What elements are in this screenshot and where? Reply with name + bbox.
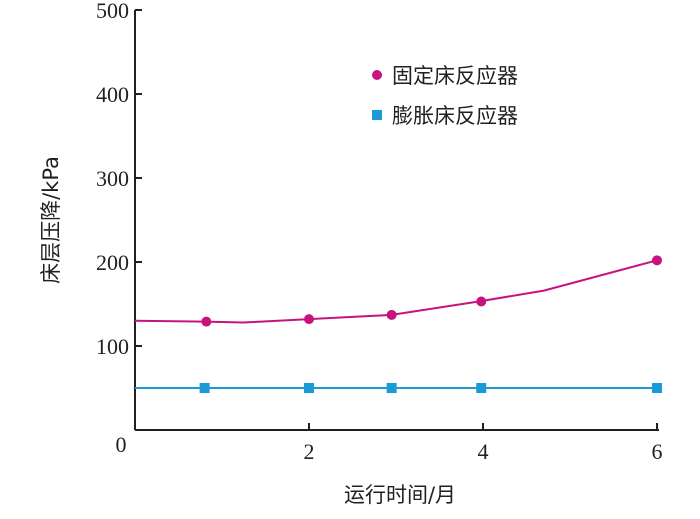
origin-tick-label: 0	[116, 432, 127, 457]
y-tick-label-100: 100	[96, 334, 129, 359]
legend-label-0: 固定床反应器	[392, 64, 518, 88]
series-0-point-1	[304, 314, 314, 325]
y-tick-label-200: 200	[96, 250, 129, 275]
y-tick-label-300: 300	[96, 166, 129, 191]
series-0-point-2	[386, 309, 397, 320]
x-tick-label-4: 4	[478, 439, 489, 464]
series-0-point-0	[201, 316, 212, 327]
legend-label-1: 膨胀床反应器	[392, 104, 518, 128]
series-0-point-3	[476, 296, 487, 307]
series-1-point-1	[304, 383, 314, 393]
legend-marker-0	[372, 70, 382, 80]
y-tick-label-400: 400	[96, 82, 129, 107]
series-0-point-4	[652, 255, 662, 266]
series-layer	[134, 255, 662, 393]
series-1-point-2	[386, 383, 397, 393]
series-1-point-4	[652, 383, 662, 393]
x-tick-label-2: 2	[304, 439, 315, 464]
axes: 100 200 300 400 500 2 4 6	[96, 0, 663, 464]
series-1-point-0	[199, 383, 210, 393]
y-tick-label-500: 500	[96, 0, 129, 23]
series-1-point-3	[476, 383, 487, 393]
y-axis-title: 床层压降/kPa	[39, 156, 63, 284]
x-axis-title: 运行时间/月	[344, 483, 456, 507]
legend-marker-1	[372, 110, 382, 120]
x-tick-label-6: 6	[652, 439, 663, 464]
